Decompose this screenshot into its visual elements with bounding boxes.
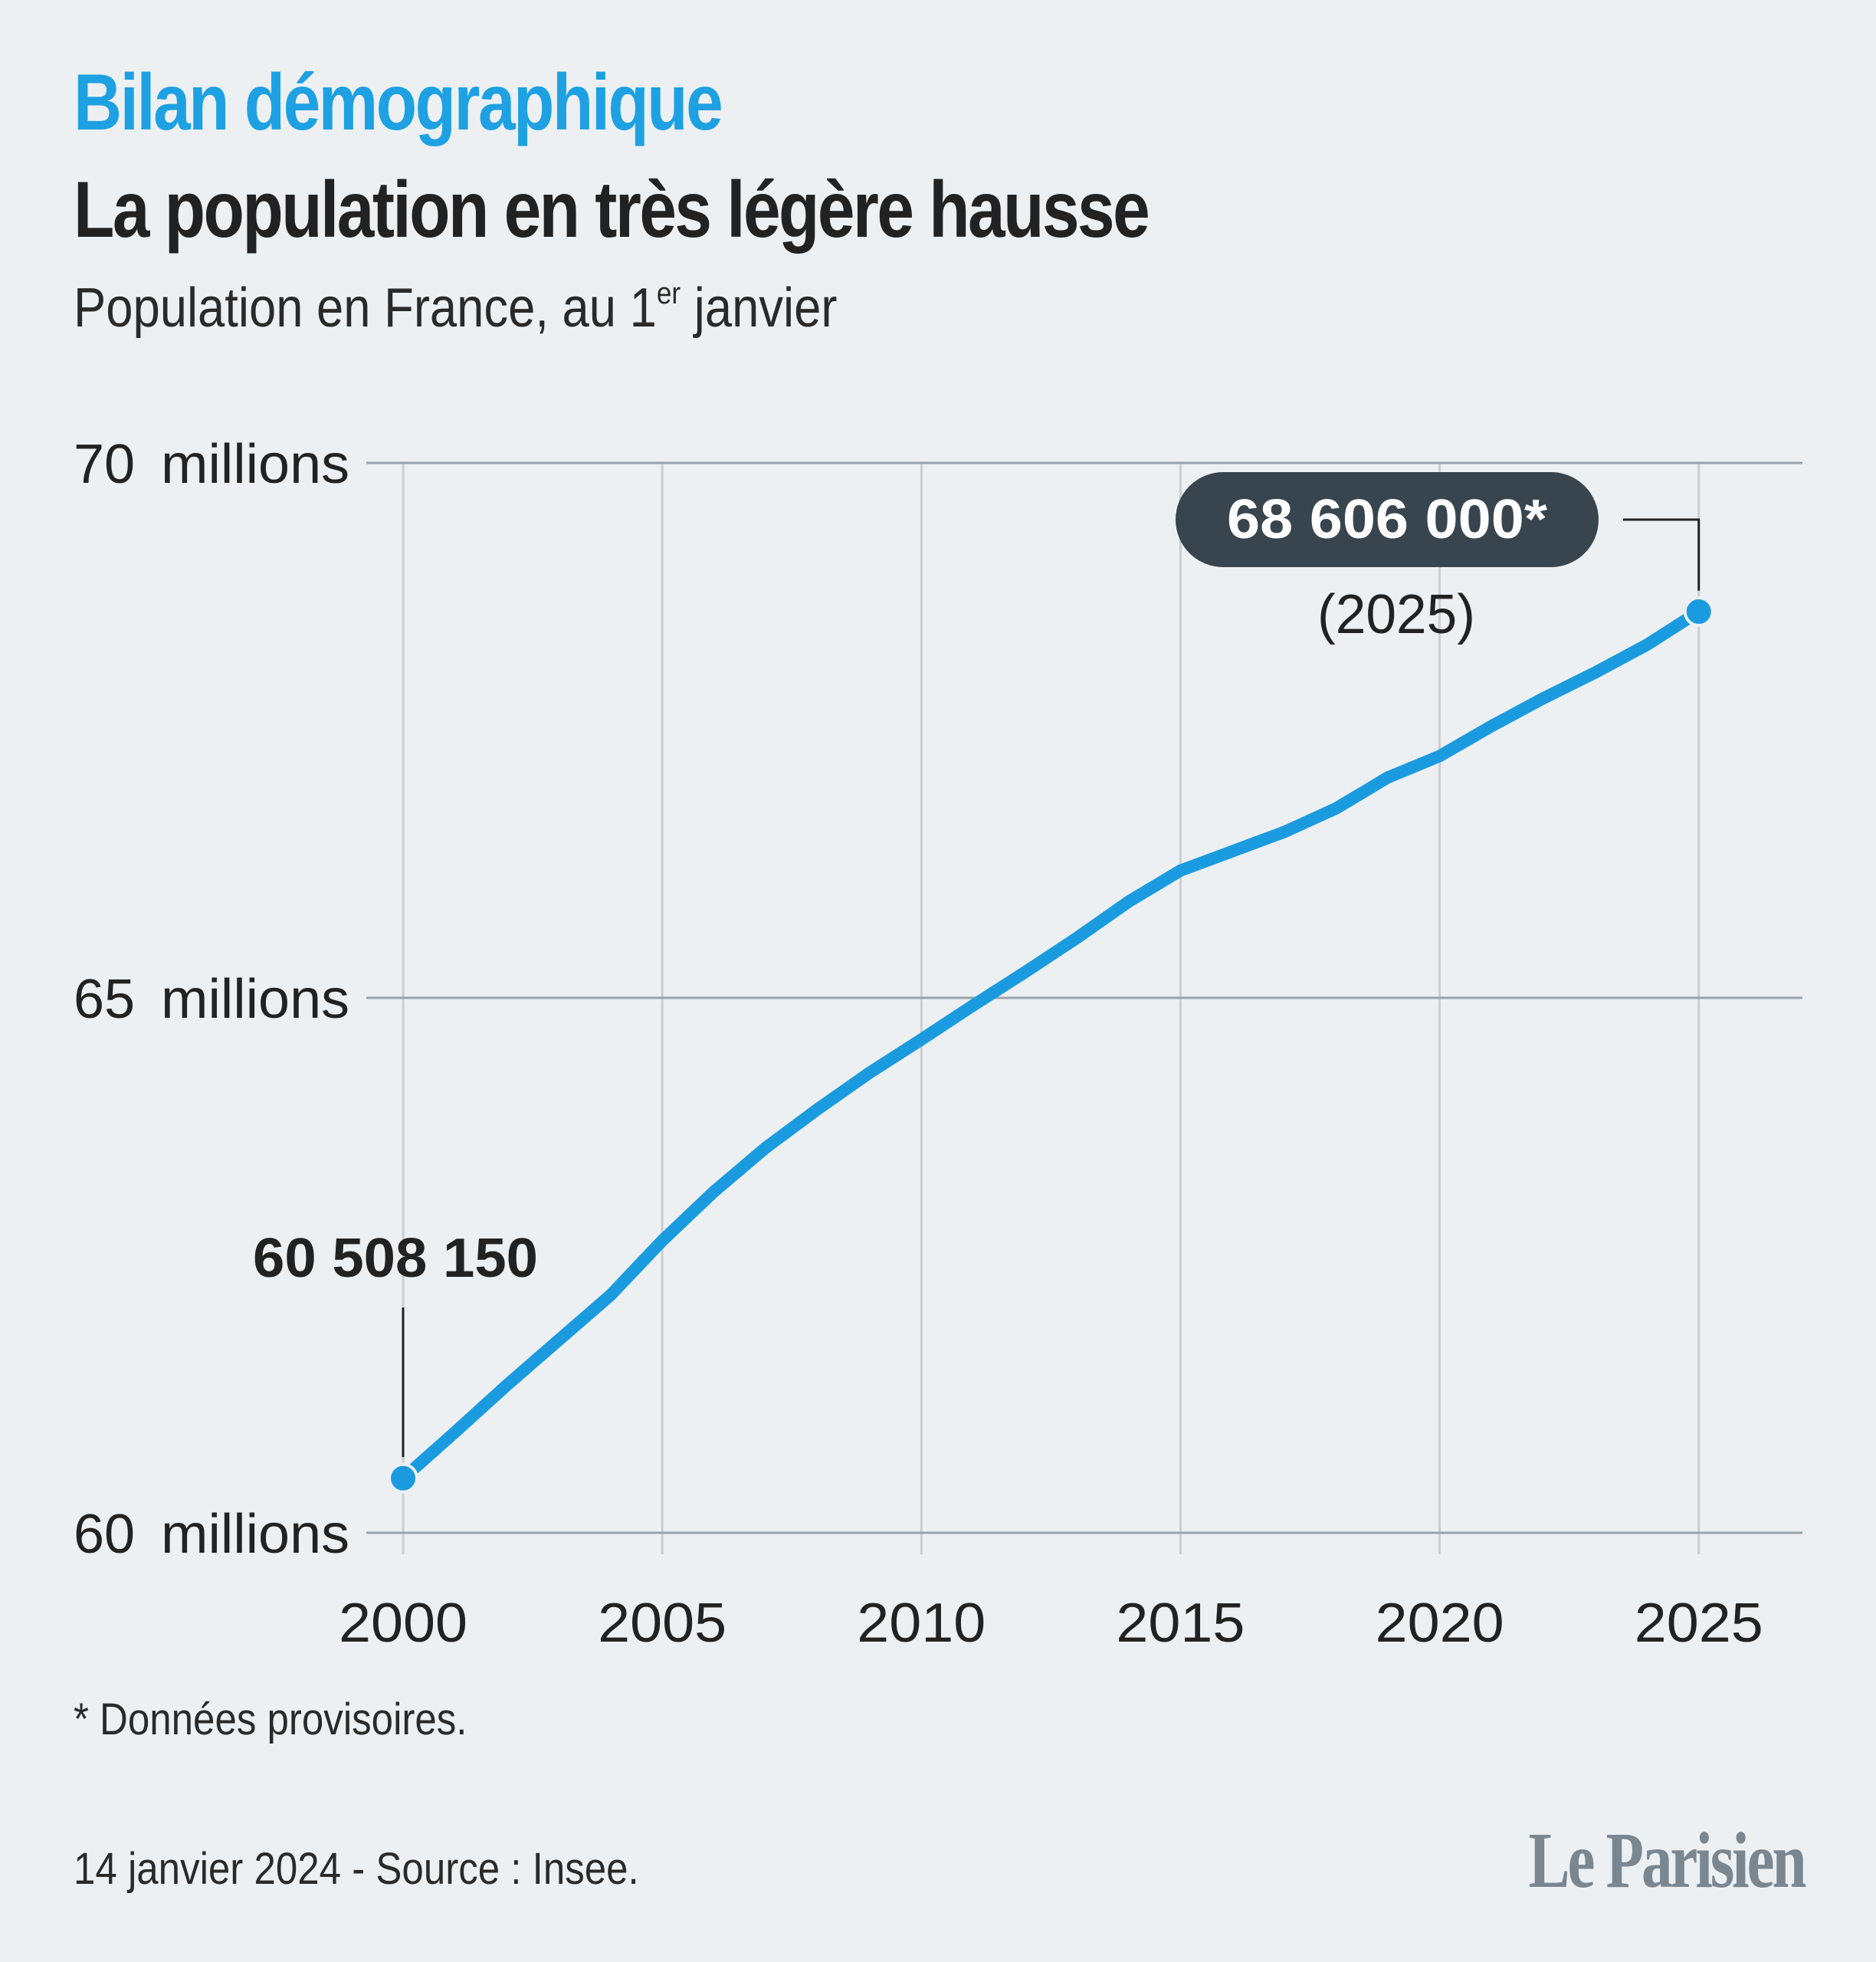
chart-title: La population en très légère hausse <box>74 166 1150 254</box>
x-tick-label-2025: 2025 <box>1635 1593 1763 1654</box>
source-line: 14 janvier 2024 - Source : Insee. <box>74 1844 639 1894</box>
annotation-end-value: 68 606 000* <box>1227 489 1547 550</box>
subtitle-superscript: er <box>656 277 681 310</box>
y-tick-label-60: 60 <box>74 1504 135 1565</box>
horizontal-gridlines <box>366 461 1802 1534</box>
footnote: * Données provisoires. <box>74 1695 467 1744</box>
x-tick-label-2015: 2015 <box>1116 1593 1245 1654</box>
leader-line-end <box>1623 518 1701 591</box>
population-series-line <box>397 605 1705 1485</box>
vertical-gridlines <box>402 463 1701 1554</box>
le-parisien-logo: Le Parisien <box>1528 1816 1806 1905</box>
annotation-end-year: (2025) <box>1317 584 1475 645</box>
point-marker-2025 <box>1683 596 1714 628</box>
chart-kicker: Bilan démographique <box>74 58 723 147</box>
endpoint-markers <box>388 596 1714 1494</box>
annotation-start-value: 60 508 150 <box>253 1228 538 1289</box>
x-axis-labels: 2000 2005 2010 2015 2020 2025 <box>339 1593 1763 1654</box>
y-tick-label-65: 65 <box>74 969 135 1030</box>
x-tick-label-2010: 2010 <box>857 1593 986 1654</box>
y-axis-labels: 70 millions 65 millions 60 millions <box>74 434 349 1565</box>
x-tick-label-2005: 2005 <box>598 1593 726 1654</box>
value-annotations: 60 508 150 68 606 000* (2025) <box>253 472 1599 1289</box>
x-tick-label-2000: 2000 <box>339 1593 467 1654</box>
y-tick-unit-60: millions <box>161 1504 349 1565</box>
annotation-leader-lines <box>402 518 1701 1458</box>
subtitle-rest: janvier <box>681 277 838 339</box>
y-tick-label-70: 70 <box>74 434 135 495</box>
annotation-end-badge <box>1176 472 1599 567</box>
x-tick-label-2020: 2020 <box>1376 1593 1504 1654</box>
y-tick-unit-70: millions <box>161 434 349 495</box>
chart-subtitle: Population en France, au 1er janvier <box>74 278 837 336</box>
subtitle-main: Population en France, au 1 <box>74 277 657 339</box>
point-marker-2000 <box>388 1462 418 1494</box>
y-tick-unit-65: millions <box>161 969 349 1030</box>
